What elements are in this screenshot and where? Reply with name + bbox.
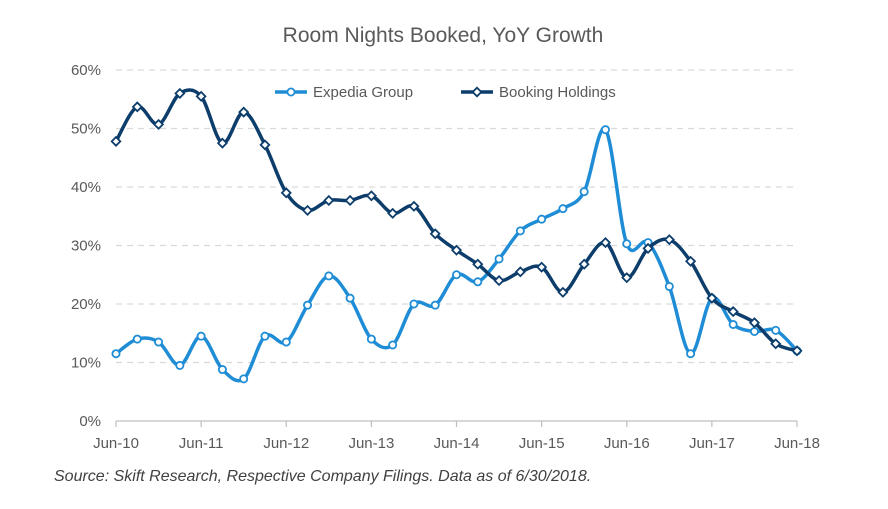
series-line [114,127,799,383]
data-point [387,207,399,219]
data-point [557,286,569,298]
data-point [686,349,696,359]
y-tick-label: 40% [71,179,101,196]
data-point [365,190,377,202]
data-point [323,194,335,207]
y-tick-label: 20% [71,296,101,313]
x-axis: Jun-10 Jun-11 Jun-12 Jun-13 Jun-14 Jun-15 Jun-… [93,420,820,452]
legend-marker [471,86,483,98]
data-point [578,258,590,270]
x-tick-label: Jun-14 [434,435,480,452]
y-tick-label: 60% [71,62,101,79]
data-point [344,194,356,207]
series-expedia-group [111,125,802,384]
data-point [111,349,121,359]
data-point [154,337,164,347]
data-point [430,300,440,310]
chart-title: Room Nights Booked, YoY Growth [283,24,604,47]
x-tick-label: Jun-16 [604,435,650,452]
data-point [473,277,483,287]
data-point [451,270,461,280]
data-point [599,237,612,249]
data-point [493,275,505,287]
data-point [132,334,142,344]
data-point [663,234,675,246]
data-point [324,271,334,281]
data-point [408,200,420,212]
data-point [600,125,610,135]
data-point [303,300,313,310]
data-point [727,306,739,318]
data-point [388,340,398,350]
data-point [345,293,355,303]
line-chart: Room Nights Booked, YoY Growth 0% 10% 20% 3… [71,24,820,452]
data-point [472,258,484,270]
series-booking-holdings [110,87,803,357]
data-point [494,254,504,264]
x-tick-label: Jun-13 [348,435,394,452]
data-point [131,101,143,113]
series-layer [110,87,803,384]
x-tick-label: Jun-17 [689,435,735,452]
data-point [174,87,186,99]
data-point [514,266,526,278]
y-tick-label: 50% [71,121,101,138]
data-point [175,360,185,370]
data-point [239,374,249,384]
data-point [110,135,122,147]
x-tick-label: Jun-11 [179,435,224,452]
legend-label: Expedia Group [313,84,413,101]
data-point [579,187,589,197]
data-point [558,204,568,214]
data-point [622,239,632,249]
data-point [770,338,782,350]
data-point [366,334,376,344]
x-tick-label: Jun-12 [263,435,309,452]
data-point [196,331,206,341]
data-point [728,319,738,329]
data-point [216,137,228,149]
data-point [771,325,781,335]
data-point [217,365,227,375]
data-point [685,255,697,267]
x-tick-label: Jun-15 [519,435,565,452]
data-point [791,345,803,357]
data-point [664,281,674,291]
data-point [301,204,314,216]
grid-lines [116,69,797,364]
legend-label: Booking Holdings [499,84,616,101]
data-point [259,139,271,151]
data-point [642,242,654,254]
data-point [409,299,419,309]
data-point [748,317,761,329]
data-point [238,106,250,118]
legend: Expedia Group Booking Holdings [275,84,616,101]
legend-marker [286,87,296,97]
data-point [536,261,548,273]
data-point [621,272,633,284]
data-point [537,214,547,224]
source-note: Source: Skift Research, Respective Compa… [54,468,592,485]
data-point [280,187,292,199]
data-point [195,90,207,102]
data-point [450,244,463,256]
data-point [749,326,759,336]
y-axis: 0% 10% 20% 30% 40% 50% 60% [71,62,101,430]
data-point [281,337,291,347]
data-point [429,228,441,240]
x-tick-label: Jun-18 [774,435,820,452]
data-point [706,292,718,304]
x-tick-label: Jun-10 [93,435,139,452]
data-point [152,118,165,130]
data-point [260,331,270,341]
y-tick-label: 30% [71,238,101,255]
data-point [515,226,525,236]
y-tick-label: 10% [71,355,101,372]
y-tick-label: 0% [79,413,101,430]
